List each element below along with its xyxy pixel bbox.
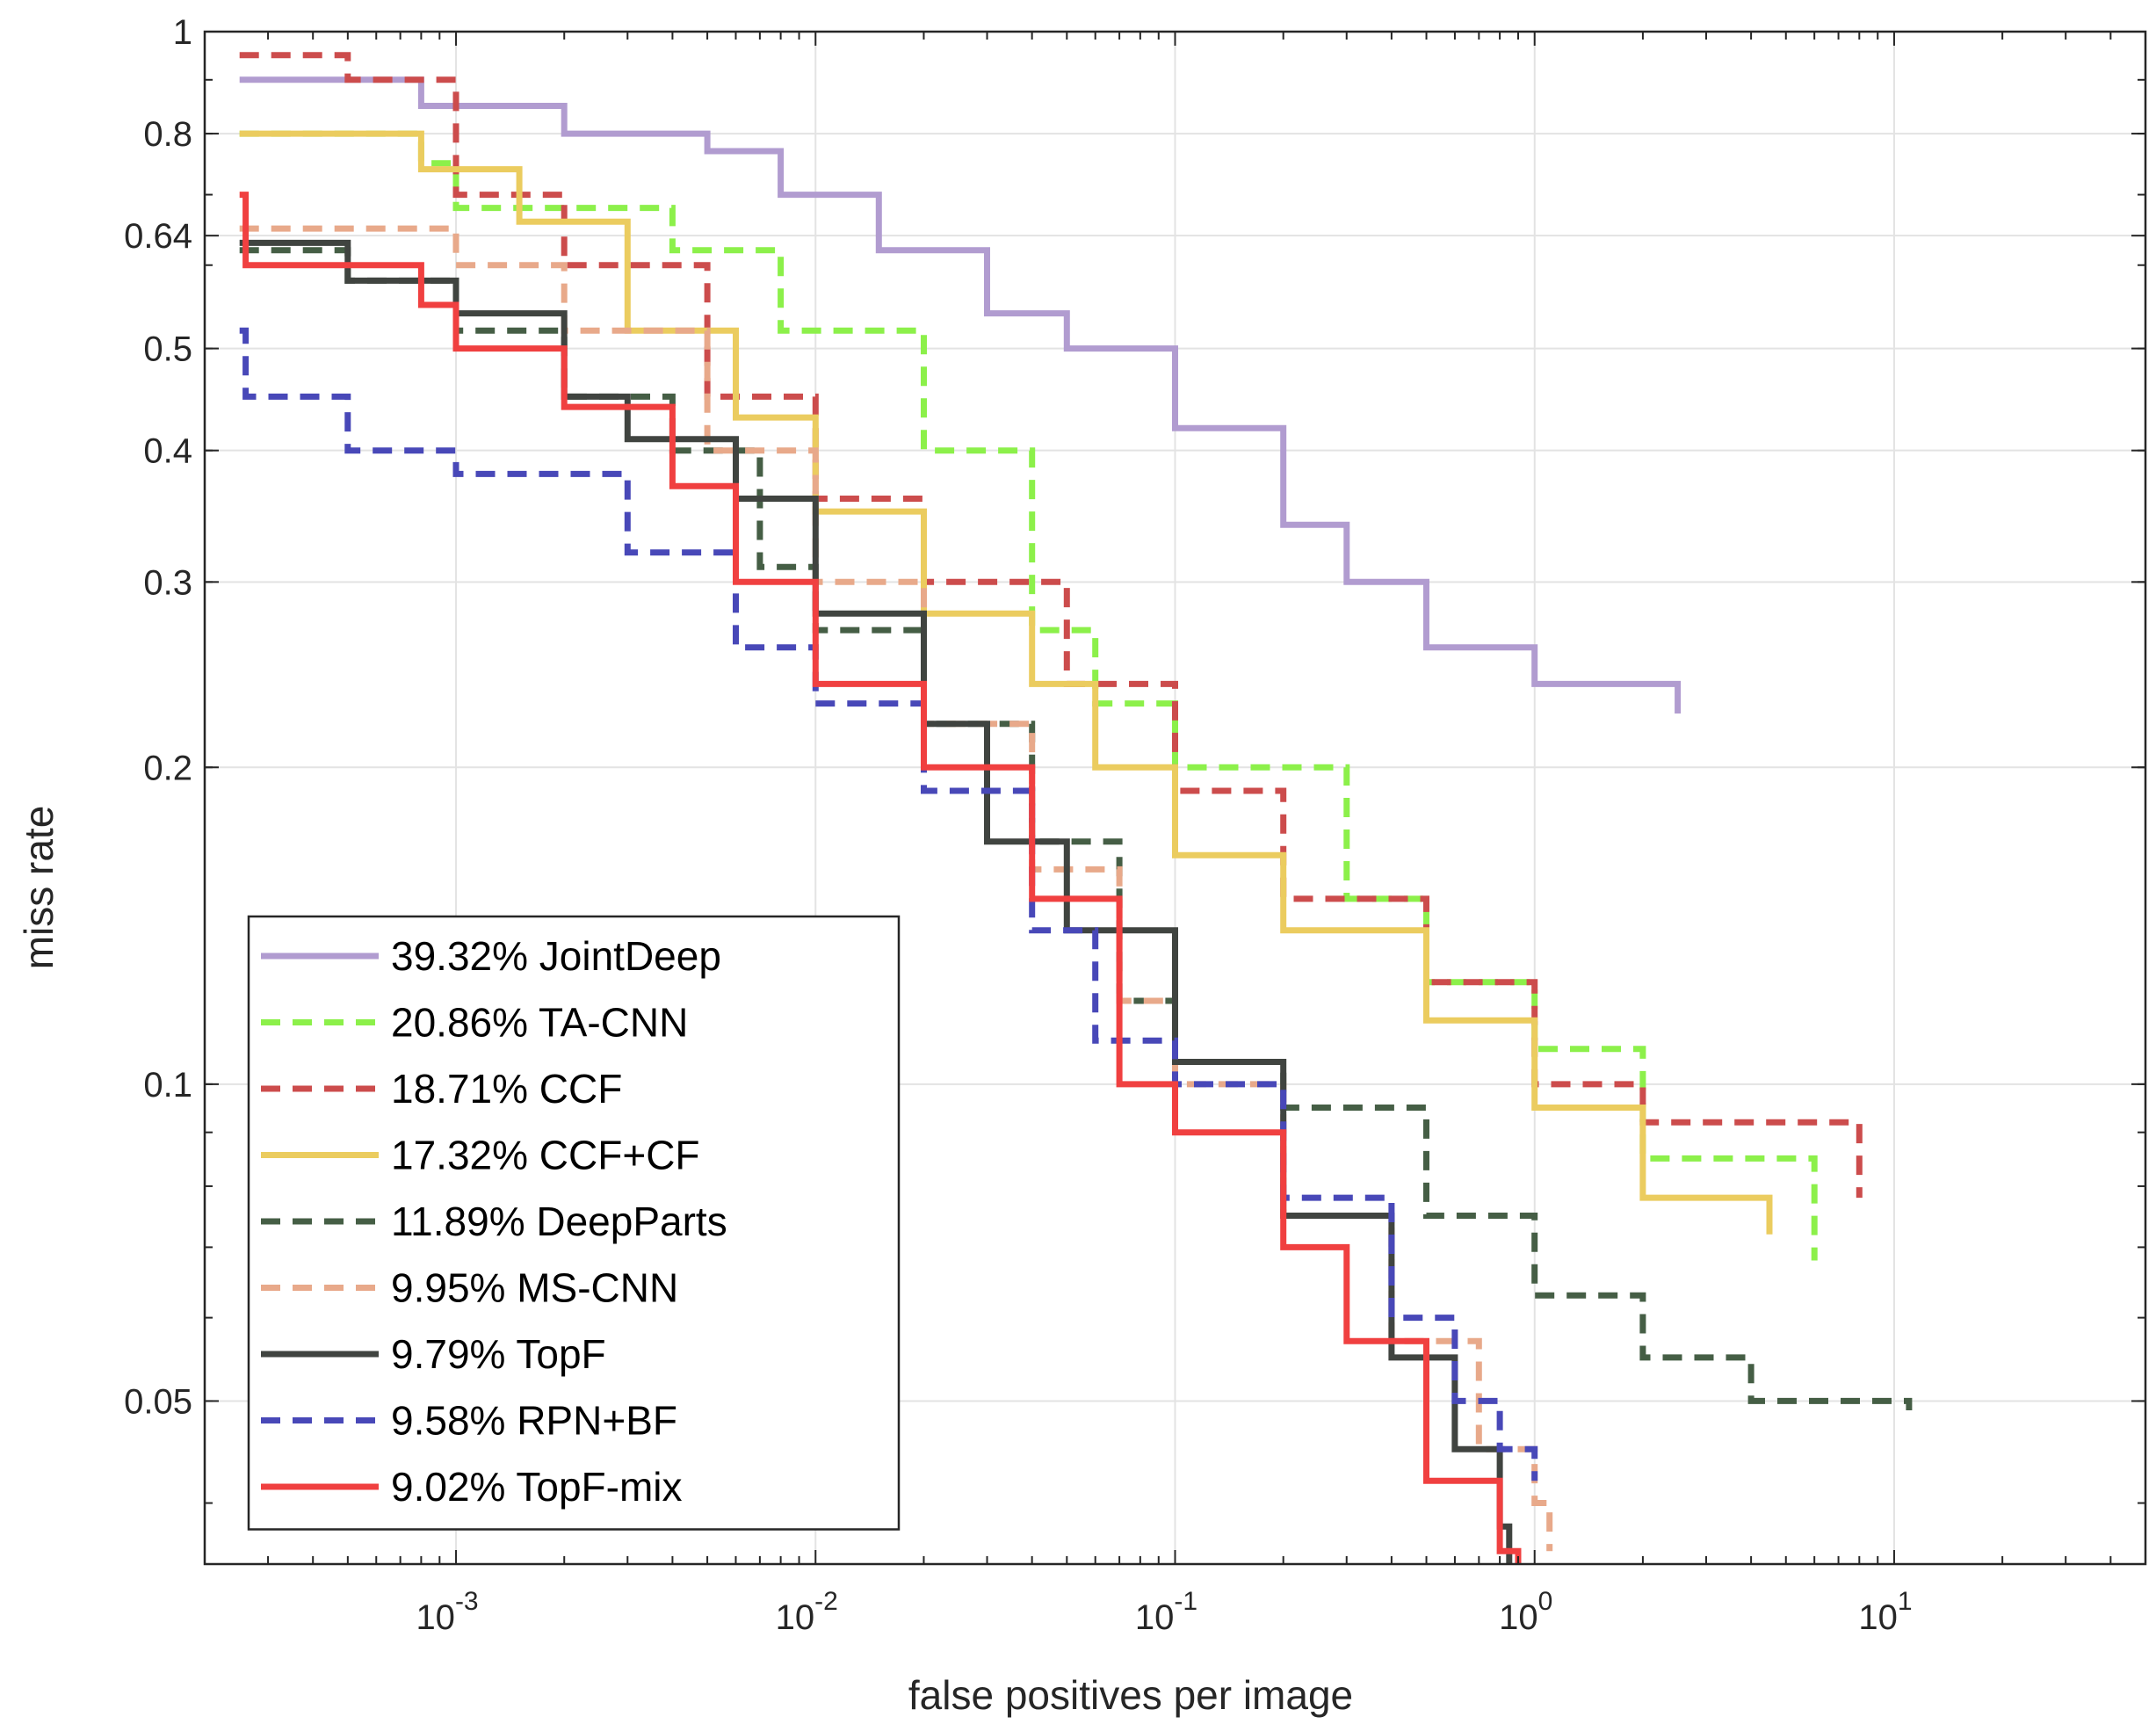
x-tick-label-base: 10 bbox=[1499, 1598, 1538, 1637]
y-axis-label: miss rate bbox=[16, 806, 61, 970]
plot-frame bbox=[203, 30, 2147, 1566]
y-tick-label: 0.5 bbox=[143, 330, 192, 369]
legend-label-3: 18.71% CCF bbox=[391, 1066, 622, 1112]
y-tick-label: 0.1 bbox=[143, 1066, 192, 1105]
legend-label-9: 9.02% TopF-mix bbox=[391, 1464, 683, 1510]
x-tick-label-base: 10 bbox=[776, 1598, 815, 1637]
x-tick-label-exponent: 1 bbox=[1898, 1587, 1913, 1616]
y-tick-label: 0.8 bbox=[143, 115, 192, 154]
series-lines bbox=[239, 52, 1913, 1564]
y-tick-label: 1 bbox=[173, 13, 192, 52]
x-tick-label-exponent: -3 bbox=[455, 1587, 479, 1616]
x-tick-label: 10-3 bbox=[416, 1587, 478, 1637]
x-tick-label-exponent: 0 bbox=[1538, 1587, 1553, 1616]
x-tick-label: 10-1 bbox=[1135, 1587, 1197, 1637]
legend-label-2: 20.86% TA-CNN bbox=[391, 1000, 688, 1046]
legend-label-8: 9.58% RPN+BF bbox=[391, 1398, 677, 1444]
x-tick-label: 101 bbox=[1858, 1587, 1912, 1637]
x-tick-label: 10-2 bbox=[776, 1587, 838, 1637]
legend: 39.32% JointDeep 20.86% TA-CNN 18.71% CCF 1… bbox=[247, 915, 901, 1531]
tick-labels: 10-3 10-2 10-1 100 10110.80.640.50.40.30.20.… bbox=[124, 13, 1912, 1637]
y-tick-label: 0.05 bbox=[124, 1382, 192, 1421]
y-tick-label: 0.64 bbox=[124, 217, 192, 256]
series-line-9 bbox=[239, 192, 1522, 1564]
y-tick-label: 0.3 bbox=[143, 563, 192, 602]
x-tick-label-exponent: -2 bbox=[814, 1587, 838, 1616]
series-line-7 bbox=[239, 239, 1513, 1564]
axes-frame bbox=[203, 30, 2147, 1566]
series-line-1 bbox=[239, 76, 1682, 714]
x-tick-label-base: 10 bbox=[416, 1598, 455, 1637]
x-tick-label: 100 bbox=[1499, 1587, 1552, 1637]
legend-label-1: 39.32% JointDeep bbox=[391, 933, 721, 979]
x-axis-label: false positives per image bbox=[908, 1672, 1353, 1718]
legend-label-5: 11.89% DeepParts bbox=[391, 1199, 727, 1244]
series-line-4 bbox=[239, 130, 1773, 1235]
x-tick-label-base: 10 bbox=[1858, 1598, 1898, 1637]
legend-label-4: 17.32% CCF+CF bbox=[391, 1133, 700, 1178]
series-line-6 bbox=[239, 225, 1553, 1552]
y-tick-label: 0.4 bbox=[143, 432, 192, 471]
x-tick-label-base: 10 bbox=[1135, 1598, 1175, 1637]
x-tick-label-exponent: -1 bbox=[1174, 1587, 1197, 1616]
y-tick-label: 0.2 bbox=[143, 749, 192, 787]
legend-label-6: 9.95% MS-CNN bbox=[391, 1265, 678, 1311]
legend-label-7: 9.79% TopF bbox=[391, 1331, 606, 1377]
